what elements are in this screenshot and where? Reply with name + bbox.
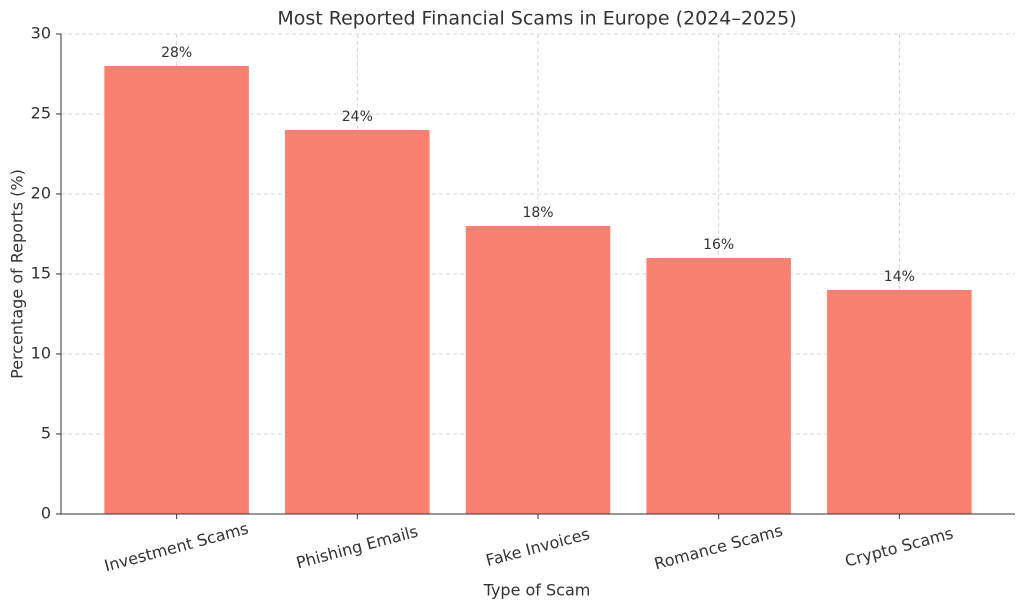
y-tick-label: 10 [31,344,51,363]
value-label: 14% [884,269,915,285]
value-label: 18% [522,205,553,221]
y-tick-label: 30 [31,24,51,43]
chart-title: Most Reported Financial Scams in Europe … [277,8,796,30]
x-axis-label: Type of Scam [483,581,591,600]
bar [285,130,430,514]
y-tick-label: 20 [31,184,51,203]
x-tick-label: Crypto Scams [843,523,955,570]
value-label: 24% [342,109,373,125]
value-label: 16% [703,237,734,253]
y-tick-label: 25 [31,104,51,123]
bar [827,290,972,514]
y-tick-label: 15 [31,264,51,283]
x-tick-label: Romance Scams [652,521,785,574]
y-tick-label: 0 [41,504,51,523]
x-tick-label: Investment Scams [102,519,250,576]
x-tick-label: Fake Invoices [484,524,592,570]
bar [646,258,791,514]
bar [104,66,249,514]
y-axis-label: Percentage of Reports (%) [8,169,27,379]
value-label: 28% [161,45,192,61]
y-tick-label: 5 [41,424,51,443]
bar [465,226,611,514]
x-tick-label: Phishing Emails [294,522,420,573]
